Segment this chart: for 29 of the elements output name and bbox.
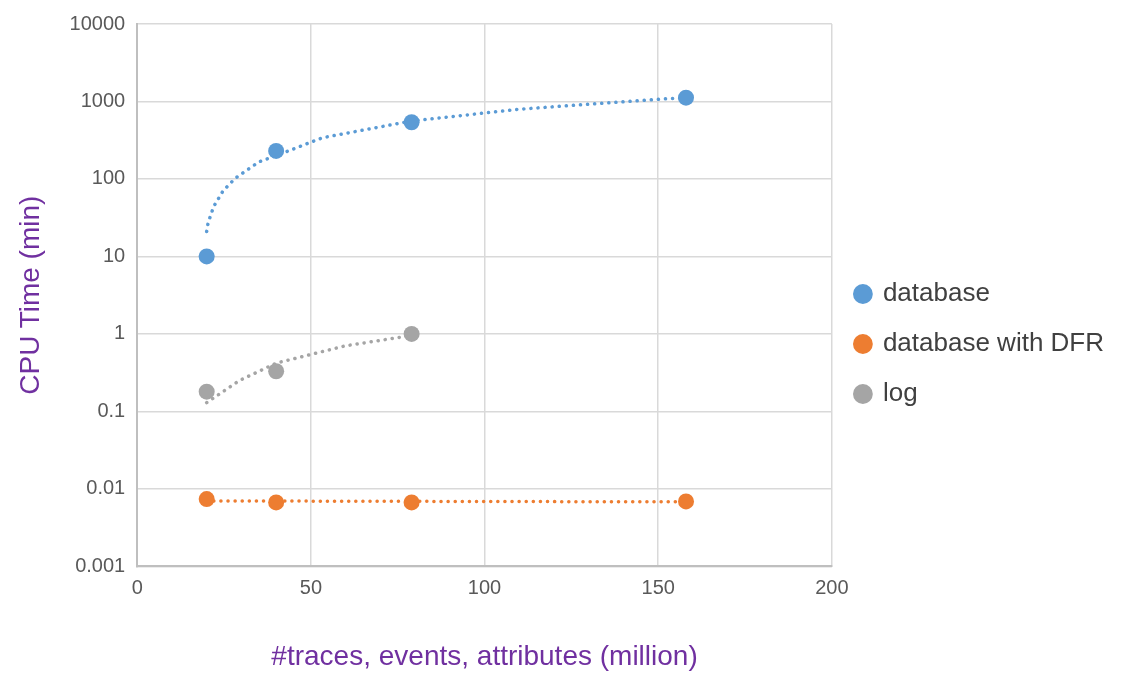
point <box>268 142 285 159</box>
point <box>678 89 695 106</box>
point <box>268 363 285 380</box>
point <box>268 494 285 511</box>
y-tick-label: 0.01 <box>86 476 126 499</box>
y-tick-label: 0.1 <box>97 398 126 421</box>
x-axis-title: #traces, events, attributes (million) <box>271 639 698 671</box>
y-tick-label: 10000 <box>69 11 126 34</box>
point <box>198 491 215 508</box>
point <box>198 383 215 400</box>
legend-label: database <box>882 277 990 308</box>
y-axis-title: CPU Time (min) <box>13 195 45 395</box>
x-tick-label: 50 <box>299 575 323 598</box>
y-tick-label: 1000 <box>80 89 126 111</box>
x-tick-label: 0 <box>131 575 143 598</box>
x-tick-label: 200 <box>815 575 849 598</box>
y-tick-label: 10 <box>102 243 126 266</box>
y-tick-label: 100 <box>91 166 126 189</box>
point <box>198 248 215 265</box>
point <box>678 493 695 510</box>
legend-label: database with DFR <box>882 327 1105 358</box>
point <box>403 494 420 511</box>
legend-label: log <box>882 377 918 408</box>
y-tick-label: 0.001 <box>75 553 126 576</box>
point <box>403 114 420 131</box>
x-tick-label: 100 <box>467 575 502 598</box>
x-tick-label: 150 <box>641 575 675 598</box>
point <box>403 325 420 342</box>
y-tick-label: 1 <box>114 321 126 344</box>
